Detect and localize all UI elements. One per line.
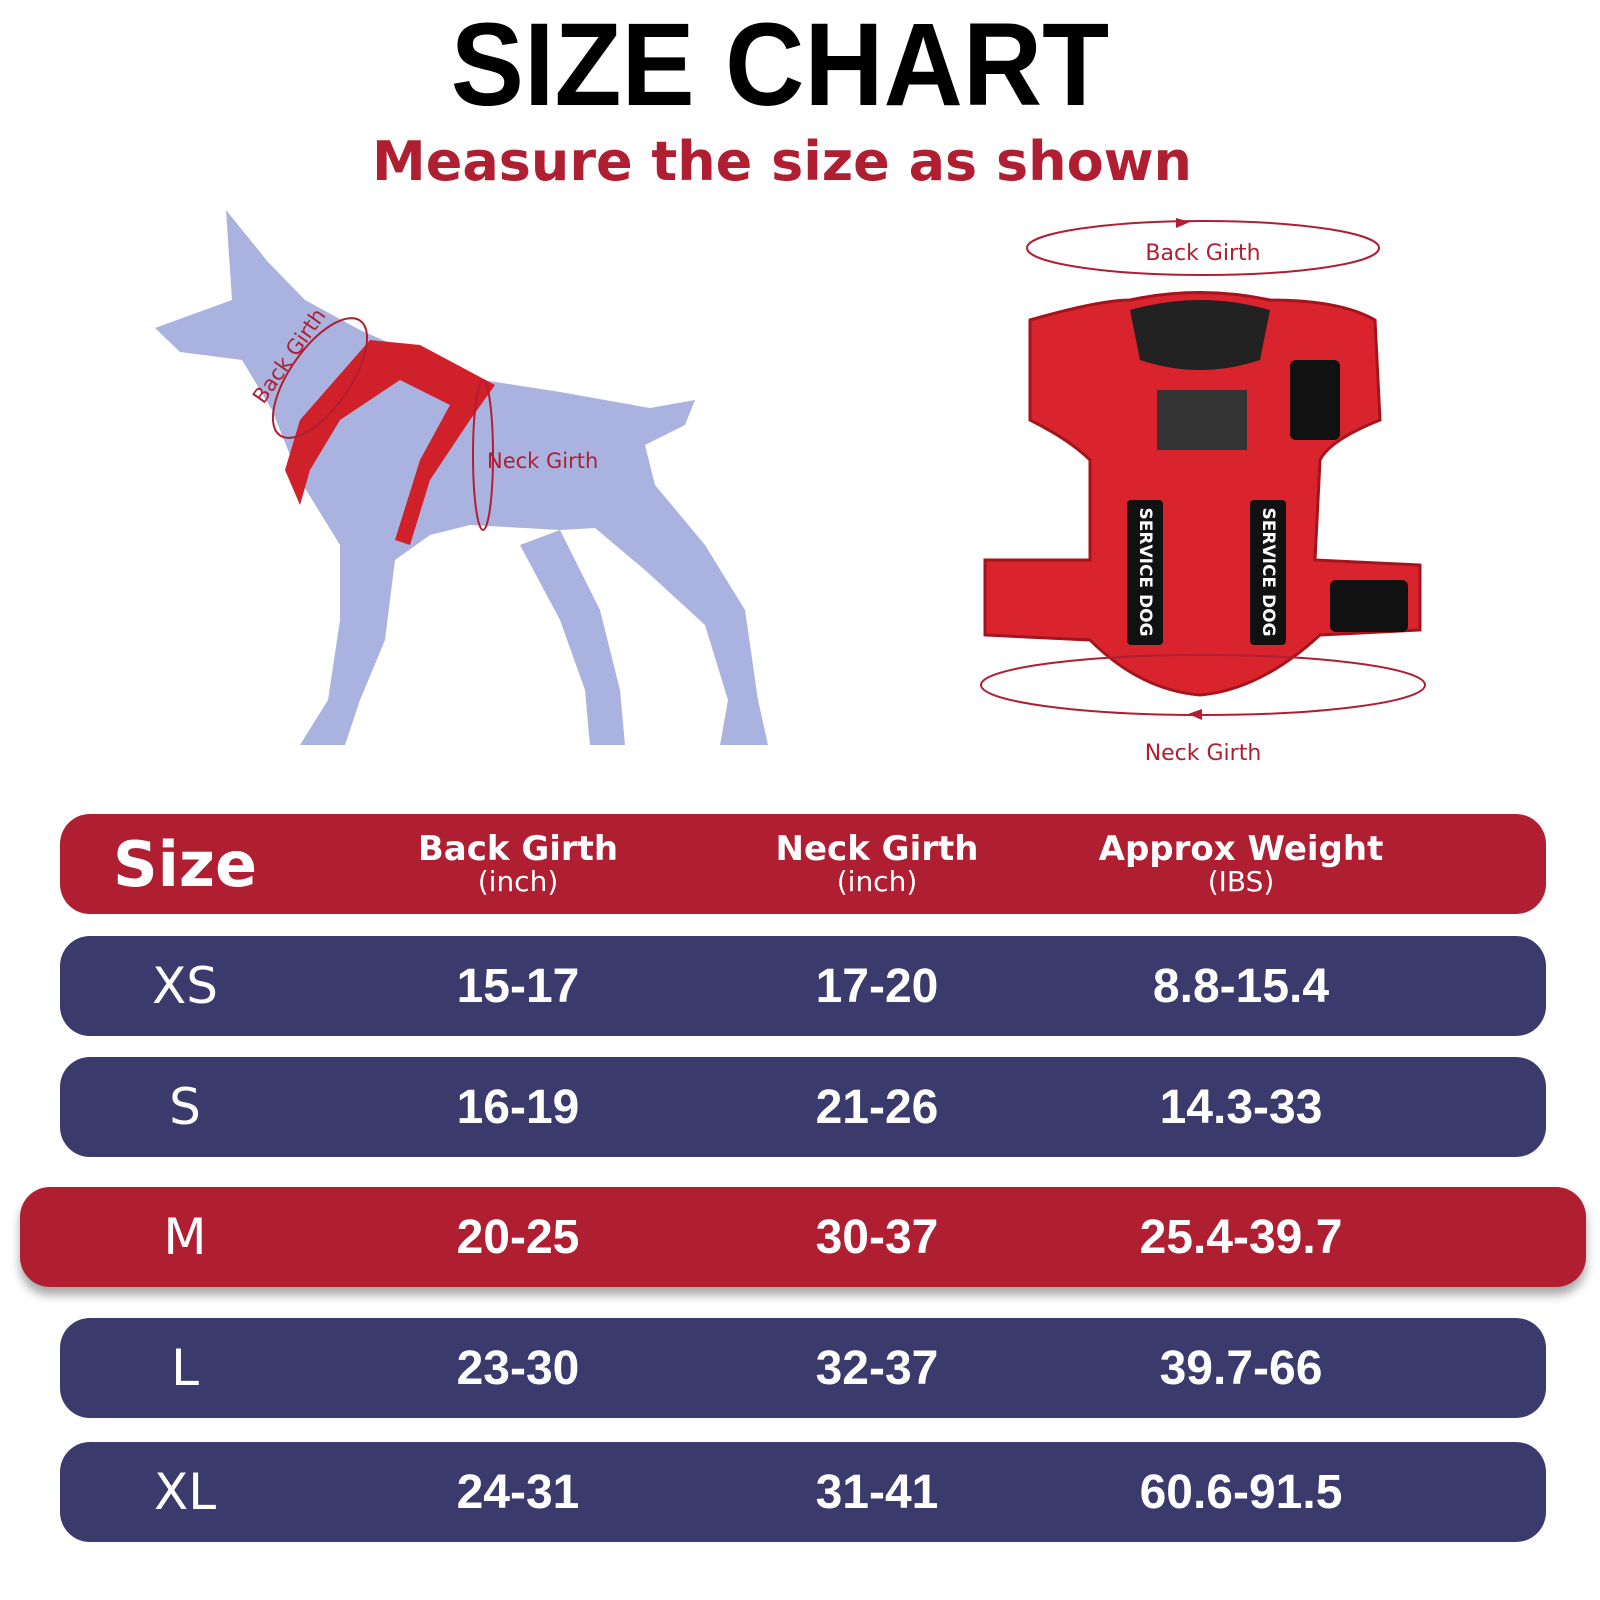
table-cell: 60.6-91.5 bbox=[1139, 1465, 1343, 1519]
table-cell: 15-17 bbox=[456, 959, 580, 1013]
table-cell: 17-20 bbox=[815, 959, 939, 1013]
arrow bbox=[1188, 709, 1202, 720]
header-cell: Size bbox=[5, 814, 365, 914]
dog-silhouette bbox=[155, 210, 768, 745]
arrow bbox=[1176, 218, 1190, 228]
header-cell: Approx Weight (IBS) bbox=[1061, 814, 1421, 914]
neck-girth-arc bbox=[472, 379, 494, 531]
header-row: Size Back Girth (inch) Neck Girth (inch) Appr… bbox=[60, 814, 1546, 914]
column-unit: (inch) bbox=[477, 865, 559, 898]
flag-patch bbox=[1157, 390, 1247, 450]
table-cell: 23-30 bbox=[456, 1341, 580, 1395]
size-row: M 20-25 30-37 25.4-39.7 bbox=[20, 1187, 1586, 1287]
back-girth-ellipse bbox=[1026, 220, 1380, 276]
table-cell: 32-37 bbox=[815, 1341, 939, 1395]
title: SIZE CHART bbox=[451, 0, 1109, 131]
table-cell: 14.3-33 bbox=[1159, 1080, 1323, 1134]
subtitle: Measure the size as shown bbox=[372, 130, 1192, 193]
buckle bbox=[1330, 580, 1408, 632]
size-row: L 23-30 32-37 39.7-66 bbox=[60, 1318, 1546, 1418]
header-cell: Back Girth (inch) bbox=[338, 814, 698, 914]
handle-pad bbox=[1130, 300, 1270, 370]
illustration: SIZE CHART Measure the size as shown Bac… bbox=[155, 0, 1426, 766]
patch-text: SERVICE DOG bbox=[1135, 508, 1155, 637]
table-cell: S bbox=[169, 1078, 201, 1136]
table-cell: 24-31 bbox=[456, 1465, 580, 1519]
table-cell: 8.8-15.4 bbox=[1152, 959, 1330, 1013]
table-cell: 39.7-66 bbox=[1159, 1341, 1323, 1395]
size-row: XS 15-17 17-20 8.8-15.4 bbox=[60, 936, 1546, 1036]
table-cell: 25.4-39.7 bbox=[1139, 1210, 1343, 1264]
back-girth-arc bbox=[271, 317, 369, 439]
harness-back-label: Back Girth bbox=[1145, 241, 1260, 266]
column-name: Neck Girth bbox=[775, 829, 979, 869]
table-cell: 21-26 bbox=[815, 1080, 939, 1134]
dog-neck-label: Neck Girth bbox=[487, 449, 598, 473]
size-row: S 16-19 21-26 14.3-33 bbox=[60, 1057, 1546, 1157]
patch bbox=[1250, 500, 1286, 645]
table-cell: 30-37 bbox=[815, 1210, 939, 1264]
patch bbox=[1127, 500, 1163, 645]
harness-neck-label: Neck Girth bbox=[1145, 741, 1262, 766]
column-name: Back Girth bbox=[417, 829, 619, 869]
table-cell: XL bbox=[153, 1463, 217, 1521]
column-name: Size bbox=[112, 827, 258, 901]
buckle bbox=[1290, 360, 1340, 440]
dog-harness bbox=[285, 340, 495, 545]
table-cell: 20-25 bbox=[456, 1210, 580, 1264]
column-name: Approx Weight bbox=[1098, 829, 1384, 869]
table-cell: 31-41 bbox=[815, 1465, 939, 1519]
table-cell: 16-19 bbox=[456, 1080, 580, 1134]
table-cell: L bbox=[171, 1339, 199, 1397]
table-cell: M bbox=[163, 1208, 207, 1266]
neck-girth-ellipse bbox=[980, 654, 1426, 716]
patch-text: SERVICE DOG bbox=[1258, 508, 1278, 637]
table-cell: XS bbox=[152, 957, 218, 1015]
header-cell: Neck Girth (inch) bbox=[697, 814, 1057, 914]
column-unit: (inch) bbox=[836, 865, 918, 898]
column-unit: (IBS) bbox=[1207, 865, 1275, 898]
size-row: XL 24-31 31-41 60.6-91.5 bbox=[60, 1442, 1546, 1542]
